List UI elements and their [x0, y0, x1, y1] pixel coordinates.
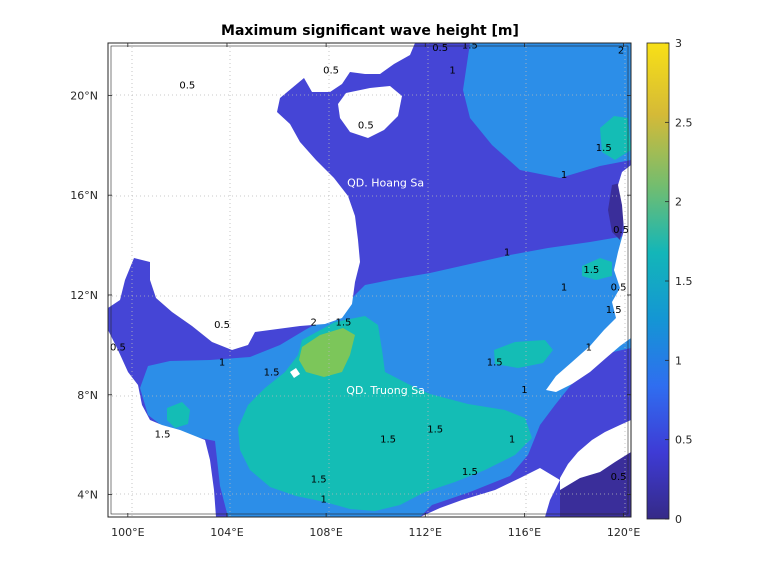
land-china: [108, 43, 415, 350]
contour-label: 0.5: [179, 80, 195, 91]
colorbar-tick-label: 0.5: [675, 434, 693, 447]
contour-label: 1.5: [311, 475, 327, 486]
colorbar-tick-label: 3: [675, 37, 682, 50]
contour-label: 0.5: [323, 65, 339, 76]
contour-label: 1.5: [462, 467, 478, 478]
land-borneo: [420, 420, 631, 517]
x-tick-label: 116°E: [508, 526, 541, 539]
contour-label: 1: [521, 385, 527, 396]
contour-label: 1.5: [155, 430, 171, 441]
contour-label: 1: [561, 282, 567, 293]
contour-label: 0.5: [110, 342, 126, 353]
contour-label: 0.5: [358, 120, 374, 131]
y-tick-label: 12°N: [70, 289, 98, 302]
colorbar-tick-label: 0: [675, 513, 682, 526]
contour-label: 1.5: [380, 435, 396, 446]
contour-label: 0.5: [611, 282, 627, 293]
colorbar-tick-label: 2: [675, 196, 682, 209]
map-frame: [107, 42, 632, 518]
land-hainan: [338, 86, 402, 138]
map-frame-inner: [110, 45, 629, 515]
wave-zone-1.5-2-west: [167, 402, 190, 428]
x-tick-label: 100°E: [111, 526, 144, 539]
map-area: 0.50.50.5 1.510.521.510.511.51 0.51.511.52…: [108, 40, 631, 517]
contour-label: 1: [586, 342, 592, 353]
land-malay: [108, 330, 216, 517]
contour-label: 1: [509, 435, 515, 446]
land-philippines: [546, 165, 631, 392]
y-tick-label: 4°N: [77, 489, 98, 502]
x-tick-label: 104°E: [210, 526, 243, 539]
contour-label: 1: [449, 65, 455, 76]
archipelago-label: QD. Truong Sa: [346, 384, 425, 397]
contour-labels: 0.50.50.5 1.510.521.510.511.51 0.51.511.52…: [110, 40, 629, 506]
y-axis: 4°N 8°N 12°N 16°N 20°N: [70, 89, 631, 502]
contour-label: 1: [561, 170, 567, 181]
contour-label: 2: [618, 45, 624, 56]
contour-label: 0.5: [613, 225, 629, 236]
contour-label: 1.5: [462, 40, 478, 51]
wave-zone-1.5-2-ne: [600, 116, 631, 160]
x-tick-label: 112°E: [409, 526, 442, 539]
x-tick-label: 108°E: [309, 526, 342, 539]
chart-title: Maximum significant wave height [m]: [221, 23, 519, 39]
colorbar: 0 0.5 1 1.5 2 2.5 3: [646, 37, 693, 526]
wave-zone-1-1.5-north: [463, 43, 631, 178]
y-tick-label: 8°N: [77, 389, 98, 402]
low-wave-borneo: [560, 452, 631, 517]
colorbar-tick-label: 1: [675, 354, 682, 367]
contour-label: 0.5: [611, 472, 627, 483]
archipelago-label: QD. Hoang Sa: [347, 177, 424, 190]
contour-label: 1.5: [606, 305, 622, 316]
y-tick-label: 20°N: [70, 89, 98, 102]
colorbar-tick-label: 2.5: [675, 116, 693, 129]
contour-label: 1: [320, 495, 326, 506]
contour-label: 1: [219, 357, 225, 368]
contour-label: 1.5: [596, 143, 612, 154]
contour-label: 1.5: [487, 357, 503, 368]
contour-label: 2: [311, 317, 317, 328]
y-tick-label: 16°N: [70, 189, 98, 202]
contour-label: 1.5: [583, 265, 599, 276]
contour-label: 1.5: [264, 367, 280, 378]
wave-zone-2-2.5: [299, 328, 355, 377]
lon-grid: [131, 43, 626, 517]
colorbar-tick-label: 1.5: [675, 275, 693, 288]
x-tick-label: 120°E: [607, 526, 640, 539]
wave-zone-1.5-2-east: [494, 340, 553, 368]
colorbar-ticks: 0 0.5 1 1.5 2 2.5 3: [665, 37, 693, 526]
x-axis: 100°E 104°E 108°E 112°E 116°E 120°E: [111, 43, 640, 539]
land-small-island: [290, 368, 300, 378]
contour-label: 0.5: [432, 43, 448, 54]
contour-label: 0.5: [214, 320, 230, 331]
map-annotations: QD. Hoang Sa QD. Truong Sa: [346, 177, 425, 397]
contour-label: 1.5: [336, 317, 352, 328]
contour-label: 1.5: [427, 425, 443, 436]
wave-zone-1.5-2-luzon: [582, 258, 612, 280]
contour-label: 1: [504, 248, 510, 259]
